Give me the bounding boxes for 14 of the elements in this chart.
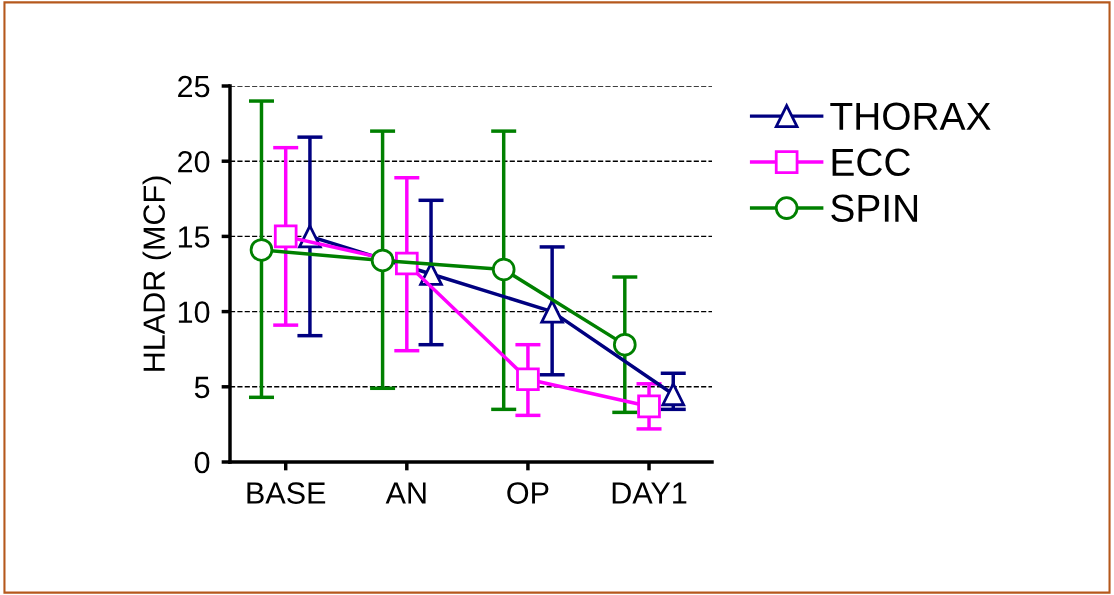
- legend-label: ECC: [832, 148, 911, 177]
- y-tick-label: 20: [178, 150, 210, 173]
- y-tick-label: 25: [178, 75, 210, 98]
- y-axis-title: HLADR (MCF): [142, 176, 171, 371]
- x-tick-label: DAY1: [612, 482, 687, 504]
- legend-label: SPIN: [831, 194, 918, 223]
- y-tick-label: 10: [178, 301, 210, 323]
- legend-label: THORAX: [830, 102, 991, 131]
- y-tick-label: 0: [194, 451, 210, 474]
- x-tick-label: BASE: [247, 482, 326, 504]
- x-tick-label: AN: [385, 482, 426, 504]
- y-tick-label: 15: [178, 226, 210, 248]
- y-tick-label: 5: [194, 376, 210, 399]
- x-tick-label: OP: [507, 482, 549, 504]
